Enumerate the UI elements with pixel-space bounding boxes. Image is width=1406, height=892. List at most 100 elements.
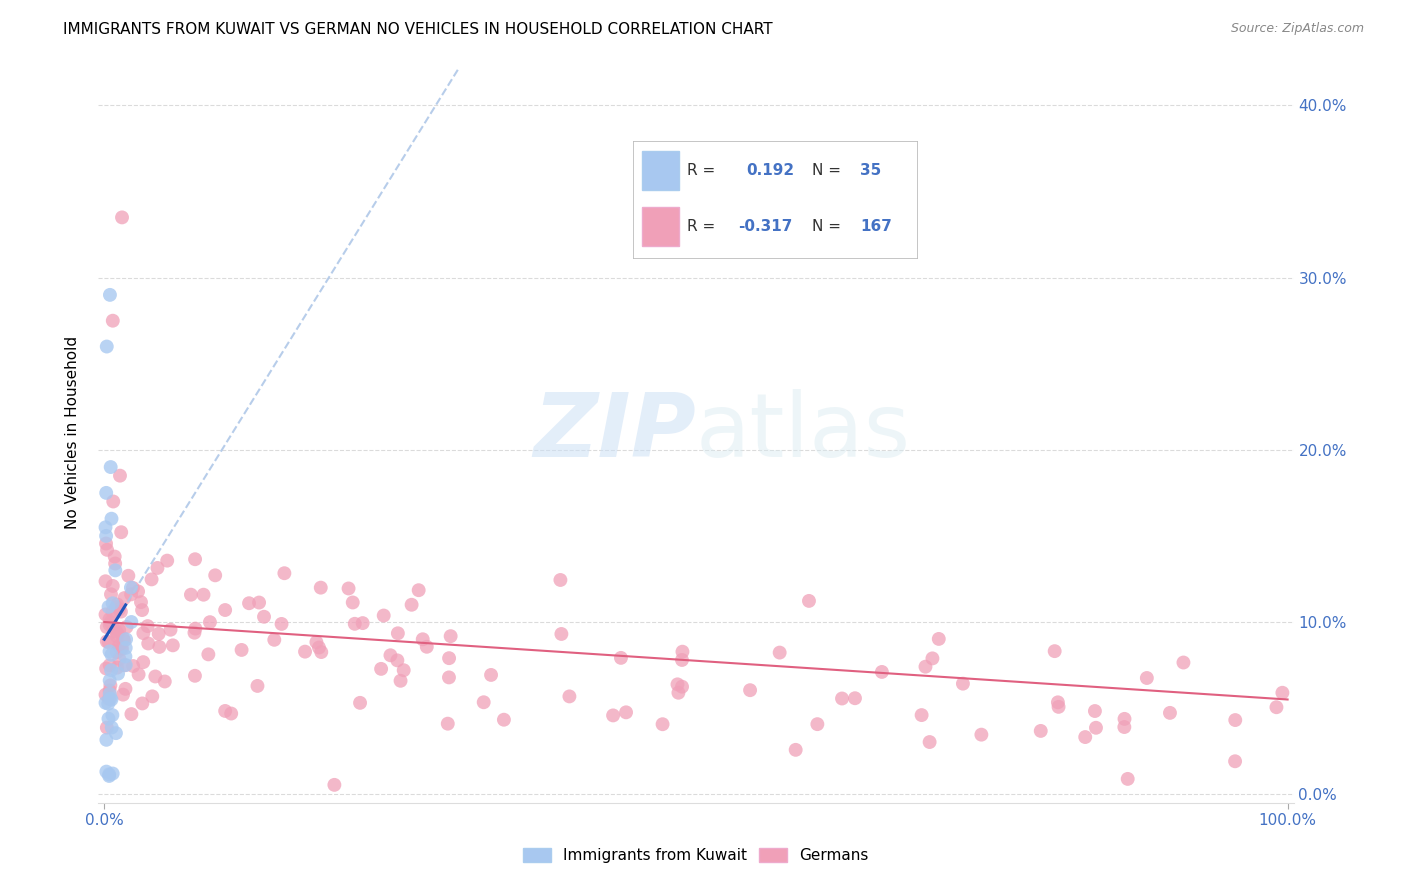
Point xyxy=(204,568,226,582)
FancyBboxPatch shape xyxy=(643,151,679,190)
Point xyxy=(352,616,374,631)
Point xyxy=(197,648,219,662)
Point xyxy=(159,623,181,637)
Point xyxy=(132,626,155,640)
Point xyxy=(131,603,153,617)
Point xyxy=(94,520,117,534)
Point xyxy=(101,708,124,723)
Point xyxy=(143,669,166,683)
Point xyxy=(214,704,236,718)
Point xyxy=(270,616,292,631)
Point xyxy=(120,707,142,722)
Point xyxy=(247,595,270,609)
Point xyxy=(1159,706,1181,720)
Point xyxy=(231,643,253,657)
Point xyxy=(952,676,974,690)
Point xyxy=(98,644,121,658)
Point xyxy=(100,721,122,735)
Point xyxy=(214,603,236,617)
Point xyxy=(918,735,941,749)
Point xyxy=(472,695,495,709)
Point xyxy=(104,563,127,577)
Point xyxy=(100,512,122,526)
Point xyxy=(349,696,371,710)
Point xyxy=(479,668,502,682)
Text: IMMIGRANTS FROM KUWAIT VS GERMAN NO VEHICLES IN HOUSEHOLD CORRELATION CHART: IMMIGRANTS FROM KUWAIT VS GERMAN NO VEHI… xyxy=(63,22,773,37)
Point xyxy=(110,640,132,655)
Point xyxy=(253,609,276,624)
Point xyxy=(156,554,179,568)
Point xyxy=(844,691,866,706)
Point xyxy=(671,645,693,659)
Point xyxy=(308,640,330,655)
Point xyxy=(651,717,673,731)
Point xyxy=(97,692,120,706)
Point xyxy=(100,460,122,475)
Point xyxy=(141,690,163,704)
Text: atlas: atlas xyxy=(696,389,911,476)
Point xyxy=(558,690,581,704)
Text: 35: 35 xyxy=(860,163,882,178)
Point xyxy=(98,769,121,783)
Point xyxy=(437,670,460,684)
Point xyxy=(738,683,761,698)
Point xyxy=(111,641,134,656)
Point xyxy=(437,651,460,665)
Point xyxy=(440,629,463,643)
Point xyxy=(120,615,142,629)
Text: ZIP: ZIP xyxy=(533,389,696,476)
Point xyxy=(97,635,120,649)
Point xyxy=(198,615,221,629)
Point xyxy=(1136,671,1159,685)
Point xyxy=(193,588,215,602)
Point xyxy=(238,596,260,610)
Point xyxy=(127,584,149,599)
Text: Source: ZipAtlas.com: Source: ZipAtlas.com xyxy=(1230,22,1364,36)
Point xyxy=(910,708,932,723)
Point xyxy=(1085,721,1108,735)
Point xyxy=(184,669,207,683)
Point xyxy=(94,536,117,550)
Point xyxy=(148,627,170,641)
Point xyxy=(97,599,120,614)
Point xyxy=(98,687,121,701)
Point xyxy=(550,627,572,641)
Point xyxy=(401,598,423,612)
Point xyxy=(831,691,853,706)
Point xyxy=(107,626,129,640)
Point xyxy=(100,692,122,706)
Point xyxy=(98,288,121,302)
Point xyxy=(219,706,242,721)
Point xyxy=(105,600,128,615)
Point xyxy=(1084,704,1107,718)
Point xyxy=(96,764,118,779)
Point xyxy=(96,339,118,353)
FancyBboxPatch shape xyxy=(643,207,679,246)
Point xyxy=(98,691,121,706)
Point xyxy=(96,634,118,648)
Point xyxy=(94,696,117,710)
Point xyxy=(107,666,129,681)
Point xyxy=(785,743,807,757)
Point xyxy=(100,587,122,601)
Point xyxy=(337,582,360,596)
Point xyxy=(98,617,121,632)
Point xyxy=(128,667,150,681)
Point xyxy=(305,635,328,649)
Point xyxy=(387,626,409,640)
Point xyxy=(104,726,127,740)
Point xyxy=(120,581,142,595)
Point xyxy=(136,636,159,650)
Point xyxy=(136,619,159,633)
Point xyxy=(112,633,135,648)
Point xyxy=(806,717,828,731)
Point xyxy=(105,660,128,674)
Point xyxy=(153,674,176,689)
Y-axis label: No Vehicles in Household: No Vehicles in Household xyxy=(65,336,80,529)
Point xyxy=(94,607,117,622)
Point xyxy=(184,552,207,566)
Point xyxy=(614,706,637,720)
Point xyxy=(96,486,118,500)
Point xyxy=(98,658,121,673)
Point xyxy=(162,638,184,652)
